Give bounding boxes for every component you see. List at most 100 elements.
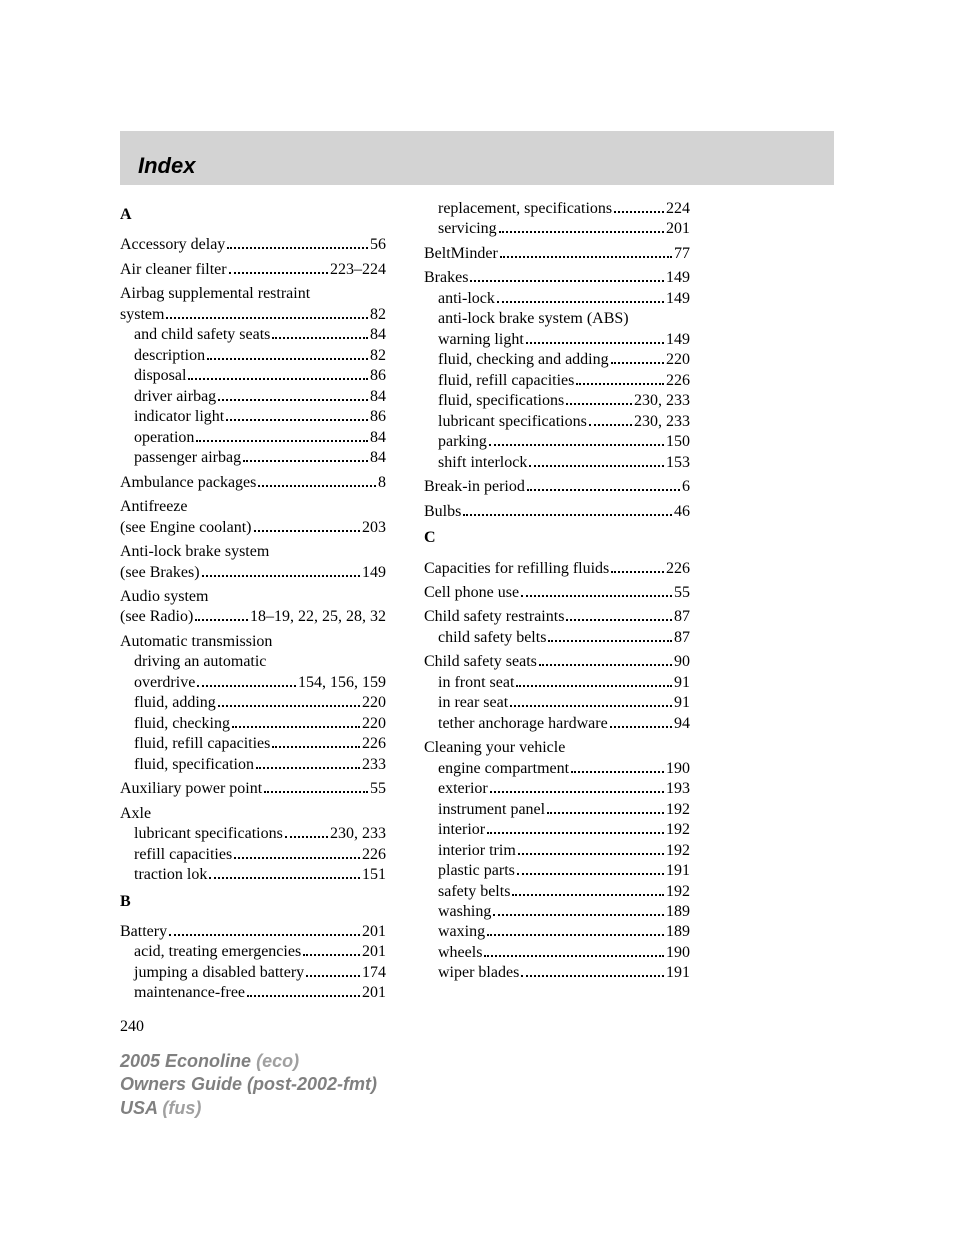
index-line: Capacities for refilling fluids226 (424, 559, 690, 579)
index-sub-line: wheels190 (424, 943, 690, 963)
index-label: system (120, 305, 164, 325)
index-entry: Auxiliary power point55 (120, 779, 386, 799)
leader-dots (470, 280, 664, 282)
leader-dots (516, 685, 672, 687)
index-label: in front seat (438, 673, 514, 693)
index-label: shift interlock (438, 453, 527, 473)
index-sub-line: exterior193 (424, 779, 690, 799)
index-entry: Capacities for refilling fluids226 (424, 559, 690, 579)
index-sub-line: fluid, checking220 (120, 714, 386, 734)
index-row: traction lok151 (120, 865, 386, 885)
leader-dots (611, 571, 664, 573)
index-sub-line: replacement, specifications224 (424, 199, 690, 219)
index-label: (see Engine coolant) (120, 518, 252, 538)
index-label: fluid, refill capacities (134, 734, 270, 754)
page: Index AAccessory delay56Air cleaner filt… (0, 0, 954, 1036)
index-page: 87 (674, 607, 690, 627)
index-row: in front seat91 (424, 673, 690, 693)
index-entry: Cleaning your vehicleengine compartment1… (424, 738, 690, 984)
index-label: BeltMinder (424, 244, 498, 264)
index-row: parking 150 (424, 432, 690, 452)
index-page: 174 (362, 963, 386, 983)
index-label: fluid, checking (134, 714, 230, 734)
index-row: Child safety seats90 (424, 652, 690, 672)
index-row: indicator light86 (120, 407, 386, 427)
index-page: 220 (362, 693, 386, 713)
index-sub-line: fluid, specifications230, 233 (424, 391, 690, 411)
index-entry: Break-in period6 (424, 477, 690, 497)
header-band: Index (120, 131, 834, 185)
index-row: fluid, refill capacities226 (120, 734, 386, 754)
leader-dots (497, 301, 664, 303)
index-entry: BeltMinder 77 (424, 244, 690, 264)
index-label: passenger airbag (134, 448, 241, 468)
index-page: 150 (666, 432, 690, 452)
index-page: 55 (674, 583, 690, 603)
index-sub-line: jumping a disabled battery174 (120, 963, 386, 983)
index-entry: Bulbs46 (424, 502, 690, 522)
index-row: Automatic transmission (120, 632, 386, 652)
index-label: tether anchorage hardware (438, 714, 608, 734)
index-label: in rear seat (438, 693, 508, 713)
index-sub-line: interior192 (424, 820, 690, 840)
index-sub-line: fluid, adding220 (120, 693, 386, 713)
index-page: 226 (666, 559, 690, 579)
leader-dots (518, 853, 664, 855)
index-row: Capacities for refilling fluids226 (424, 559, 690, 579)
footer-model: 2005 Econoline (120, 1051, 251, 1071)
index-label: lubricant specifications (134, 824, 283, 844)
index-page: 84 (370, 428, 386, 448)
leader-dots (285, 836, 328, 838)
leader-dots (548, 640, 672, 642)
leader-dots (539, 664, 672, 666)
index-sub-line: washing189 (424, 902, 690, 922)
index-sub-line: child safety belts87 (424, 628, 690, 648)
index-row: Ambulance packages8 (120, 473, 386, 493)
index-row: system82 (120, 305, 386, 325)
index-label: safety belts (438, 882, 510, 902)
index-label: fluid, specifications (438, 391, 564, 411)
leader-dots (490, 791, 664, 793)
index-page: 154, 156, 159 (298, 673, 386, 693)
index-label: Child safety restraints (424, 607, 564, 627)
page-title: Index (138, 153, 195, 179)
index-label: Ambulance packages (120, 473, 256, 493)
footer-region: USA (120, 1098, 157, 1118)
leader-dots (272, 746, 360, 748)
index-page: 91 (674, 693, 690, 713)
index-page: 149 (666, 330, 690, 350)
index-label: traction lok (134, 865, 207, 885)
index-row: Brakes149 (424, 268, 690, 288)
leader-dots (510, 705, 672, 707)
index-line: Anti-lock brake system (120, 542, 386, 562)
index-line: Antifreeze (120, 497, 386, 517)
footer-code-2: (fus) (162, 1098, 201, 1118)
index-line: Ambulance packages8 (120, 473, 386, 493)
leader-dots (576, 383, 664, 385)
index-label: parking (438, 432, 487, 452)
index-page: 220 (666, 350, 690, 370)
index-page: 226 (362, 845, 386, 865)
index-row: interior trim192 (424, 841, 690, 861)
index-page: 77 (674, 244, 690, 264)
footer-line-2: Owners Guide (post-2002-fmt) (120, 1073, 377, 1096)
index-line: (see Radio)18–19, 22, 25, 28, 32 (120, 607, 386, 627)
leader-dots (218, 399, 368, 401)
index-row: waxing189 (424, 922, 690, 942)
index-page: 84 (370, 325, 386, 345)
index-line: Brakes149 (424, 268, 690, 288)
leader-dots (571, 771, 664, 773)
index-row: Axle (120, 804, 386, 824)
leader-dots (209, 877, 360, 879)
leader-dots (229, 272, 328, 274)
index-row: driving an automatic (120, 652, 386, 672)
index-sub-line: passenger airbag84 (120, 448, 386, 468)
index-line: Break-in period6 (424, 477, 690, 497)
index-page: 90 (674, 652, 690, 672)
index-row: fluid, adding220 (120, 693, 386, 713)
index-sub-line: and child safety seats84 (120, 325, 386, 345)
index-sub-line: fluid, refill capacities226 (120, 734, 386, 754)
index-sub-line: in rear seat 91 (424, 693, 690, 713)
index-page: 149 (666, 268, 690, 288)
index-entry: Automatic transmissiondriving an automat… (120, 632, 386, 775)
